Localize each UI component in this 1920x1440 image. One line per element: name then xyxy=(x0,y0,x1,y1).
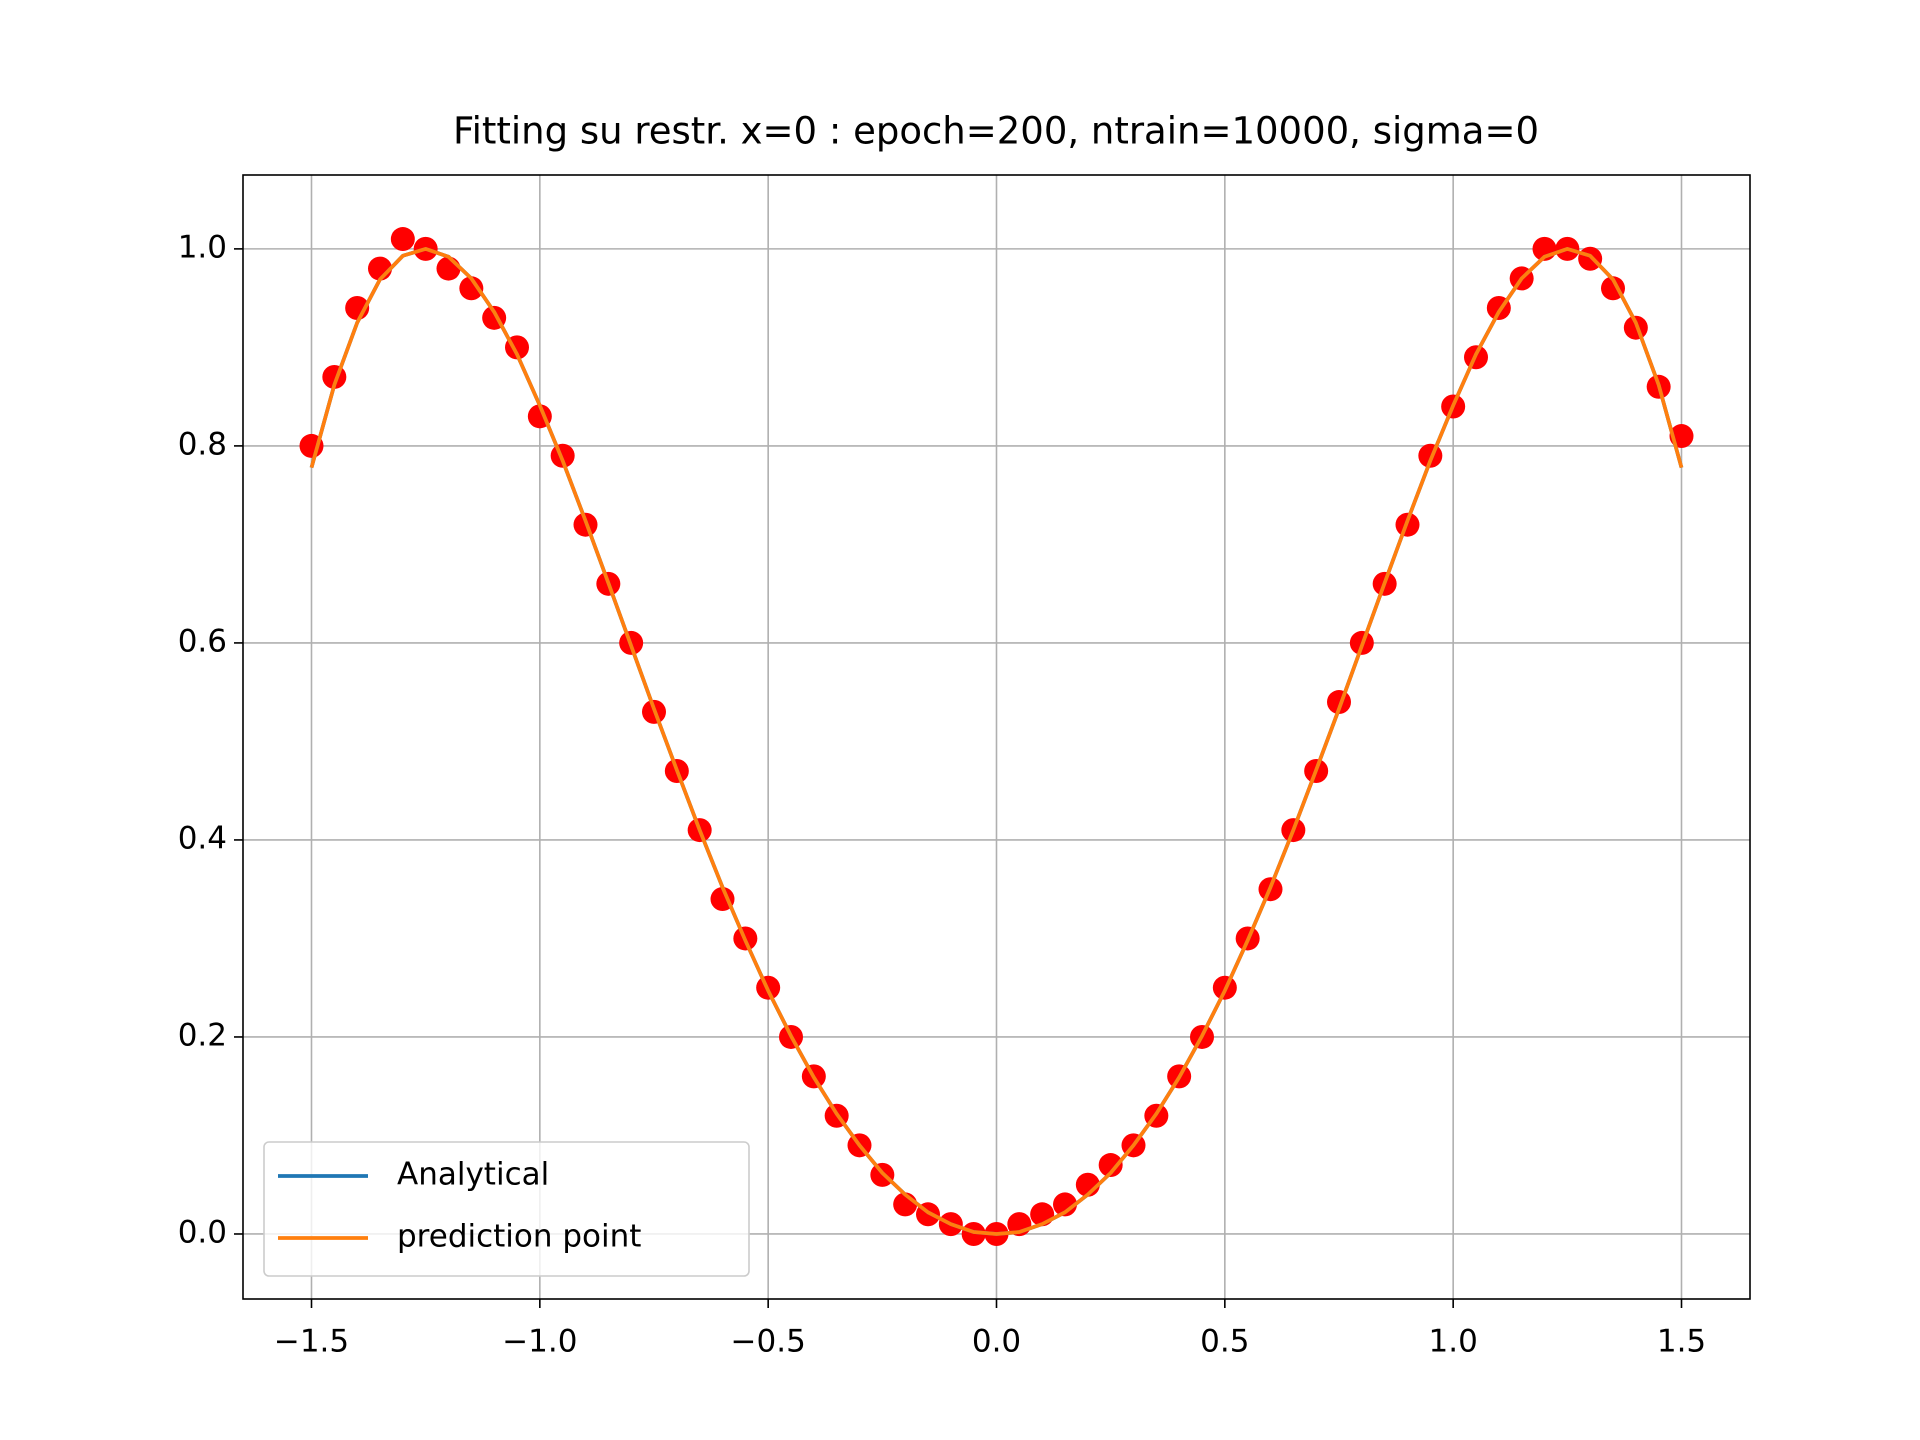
x-tick-label: 0.0 xyxy=(972,1324,1021,1360)
legend-label: prediction point xyxy=(397,1219,641,1255)
x-tick-label: −1.5 xyxy=(274,1324,349,1360)
x-tick-label: −0.5 xyxy=(731,1324,806,1360)
line xyxy=(309,247,1684,1236)
y-tick-label: 0.8 xyxy=(178,426,227,462)
scatter-point xyxy=(436,256,461,281)
x-tick-label: 0.5 xyxy=(1200,1324,1249,1360)
y-tick-label: 0.0 xyxy=(178,1214,227,1250)
scatter-point xyxy=(1098,1153,1123,1178)
y-tick-label: 0.2 xyxy=(178,1017,227,1053)
scatter-point xyxy=(390,227,415,252)
y-tick-label: 0.4 xyxy=(178,820,227,856)
x-tick-label: −1.0 xyxy=(502,1324,577,1360)
y-tick-label: 0.6 xyxy=(178,623,227,659)
plot-frame xyxy=(242,174,1751,1300)
legend-label: Analytical xyxy=(397,1157,549,1193)
y-tick-label: 1.0 xyxy=(178,229,227,265)
chart-title: Fitting su restr. x=0 : epoch=200, ntrai… xyxy=(453,110,1539,153)
legend-box xyxy=(263,1141,750,1277)
scatter-point xyxy=(1053,1192,1077,1217)
x-tick-label: 1.5 xyxy=(1657,1324,1706,1360)
scatter-point xyxy=(961,1221,986,1246)
scatter-point xyxy=(459,276,484,301)
x-tick-label: 1.0 xyxy=(1429,1324,1478,1360)
